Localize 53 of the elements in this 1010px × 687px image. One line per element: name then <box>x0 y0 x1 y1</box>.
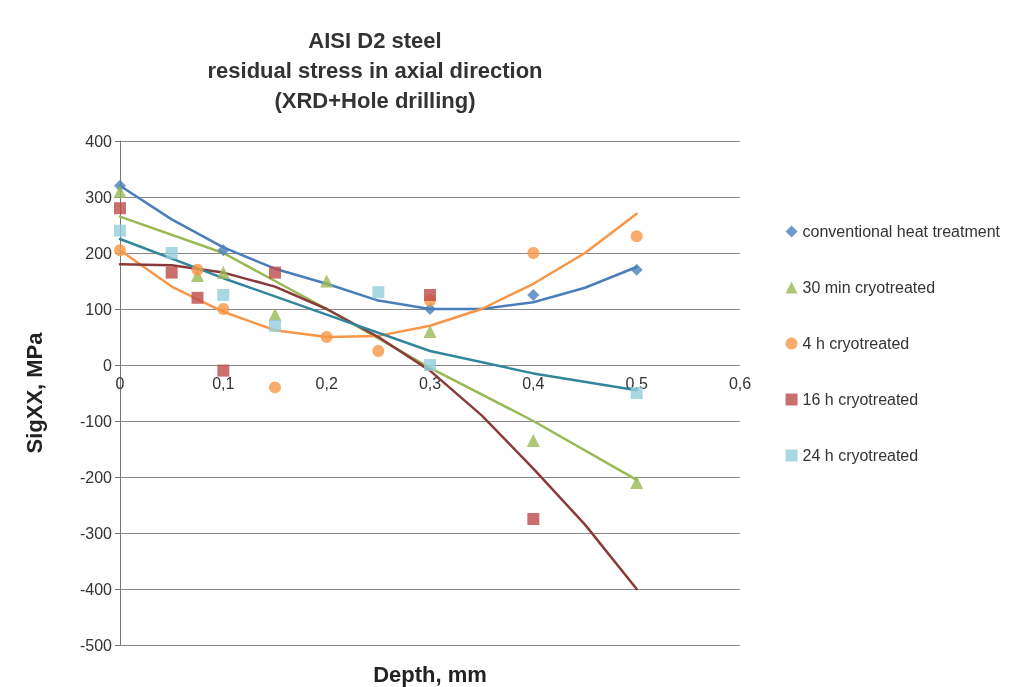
point <box>269 381 281 394</box>
point <box>372 345 385 357</box>
x-tick-label: 0,5 <box>625 374 648 392</box>
legend-label: 16 h cryotreated <box>802 391 919 408</box>
point <box>114 202 126 215</box>
point <box>216 266 230 280</box>
point <box>424 359 436 371</box>
point <box>423 324 437 338</box>
y-tick-label: -200 <box>79 468 113 486</box>
y-tick-label: -400 <box>79 580 113 598</box>
point <box>217 244 230 257</box>
x-tick-label: 0,1 <box>212 374 235 392</box>
y-tick-label: -300 <box>79 524 113 542</box>
x-tick-label: 0,2 <box>315 374 338 392</box>
point <box>269 266 281 279</box>
point <box>191 263 204 276</box>
y-tick-label: 200 <box>85 244 113 262</box>
point <box>114 224 126 237</box>
point <box>372 286 385 299</box>
point <box>165 247 178 259</box>
point <box>114 244 126 257</box>
point <box>165 266 178 279</box>
point <box>630 476 644 490</box>
point <box>269 319 281 332</box>
y-axis-title: SigXX, MPa <box>21 331 47 454</box>
point <box>191 291 204 304</box>
point <box>113 184 127 198</box>
y-tick-label: 300 <box>85 188 113 206</box>
x-tick-label: 0,6 <box>728 374 752 392</box>
point <box>217 364 230 377</box>
chart-title: AISI D2 steel residual stress in axial direction (XRD+Hole drilling) <box>207 27 543 113</box>
x-tick-label: 0,4 <box>522 374 545 392</box>
point <box>630 263 643 276</box>
point <box>217 289 230 301</box>
legend-label: 4 h cryotreated <box>802 335 910 352</box>
y-tick-label: 100 <box>85 300 113 318</box>
legend-label: 24 h cryotreated <box>802 447 919 464</box>
legend-label: 30 min cryotreated <box>802 279 936 296</box>
point <box>527 247 540 259</box>
point <box>630 230 643 243</box>
y-tick-label: 0 <box>103 356 113 374</box>
point <box>527 289 540 301</box>
point <box>217 303 230 315</box>
y-tick-label: -500 <box>79 636 113 654</box>
point <box>320 331 333 343</box>
point <box>320 274 334 288</box>
point <box>527 513 540 525</box>
y-tick-label: 400 <box>85 132 113 150</box>
point <box>526 434 540 448</box>
x-axis-title: Depth, mm <box>373 661 487 687</box>
y-tick-label: -100 <box>79 412 113 430</box>
point <box>424 289 436 301</box>
legend-label: conventional heat treatment <box>802 223 1001 240</box>
